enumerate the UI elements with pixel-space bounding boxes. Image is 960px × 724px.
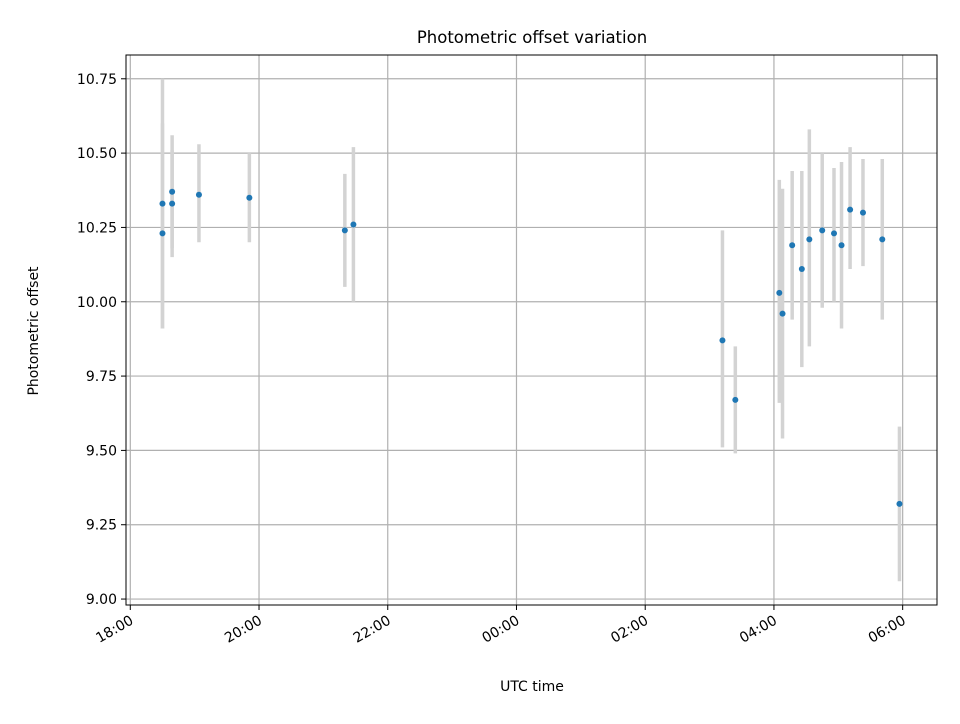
y-tick-label: 9.75 [86, 369, 117, 385]
x-axis-label: UTC time [500, 679, 564, 695]
data-points [159, 188, 903, 507]
data-point [789, 242, 796, 249]
data-point [169, 200, 176, 207]
data-point [798, 266, 805, 273]
data-point [831, 230, 838, 237]
plot-frame [125, 54, 938, 606]
data-point [779, 310, 786, 317]
data-point [732, 396, 739, 403]
data-point [350, 221, 357, 228]
data-point [847, 206, 854, 213]
chart-title: Photometric offset variation [417, 28, 647, 47]
data-point [838, 242, 845, 249]
y-tick-label: 10.00 [77, 295, 117, 311]
data-point [896, 500, 903, 507]
data-point [159, 230, 166, 237]
y-tick-label: 9.50 [86, 443, 117, 459]
data-point [879, 236, 886, 243]
y-axis-label: Photometric offset [26, 266, 42, 396]
y-tick-label: 9.25 [86, 518, 117, 534]
data-point [341, 227, 348, 234]
data-point [159, 200, 166, 207]
data-point [719, 337, 726, 344]
data-point [195, 191, 202, 198]
y-axis: 9.00 9.25 9.50 9.75 10.00 10.25 10.50 10.75 [77, 72, 126, 608]
data-point [246, 194, 253, 201]
y-tick-label: 10.75 [77, 72, 117, 88]
data-point [806, 236, 813, 243]
data-point [776, 289, 783, 296]
y-tick-label: 10.50 [77, 146, 117, 162]
data-point [859, 209, 866, 216]
data-point [169, 188, 176, 195]
data-point [819, 227, 826, 234]
y-tick-label: 9.00 [86, 592, 117, 608]
y-tick-label: 10.25 [77, 220, 117, 236]
